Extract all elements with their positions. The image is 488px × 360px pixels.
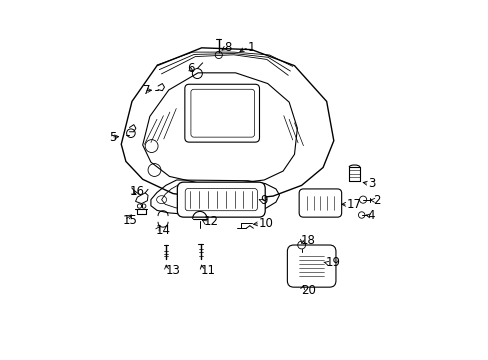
Text: 6: 6 [187, 62, 194, 75]
Text: 3: 3 [367, 177, 374, 190]
FancyBboxPatch shape [177, 182, 264, 217]
Text: 8: 8 [224, 41, 231, 54]
Text: 16: 16 [129, 185, 144, 198]
Text: 2: 2 [372, 194, 380, 207]
Text: 17: 17 [346, 198, 361, 211]
Text: 20: 20 [300, 284, 315, 297]
Text: 7: 7 [142, 84, 150, 97]
Text: 12: 12 [203, 215, 218, 228]
Text: 15: 15 [123, 213, 138, 226]
FancyBboxPatch shape [299, 189, 341, 217]
Text: 18: 18 [300, 234, 315, 247]
Text: 9: 9 [260, 194, 267, 207]
Text: 5: 5 [109, 131, 117, 144]
Text: 19: 19 [325, 256, 340, 269]
Text: 10: 10 [258, 217, 273, 230]
Text: 4: 4 [367, 209, 374, 222]
Text: 11: 11 [201, 264, 216, 276]
Text: 13: 13 [165, 264, 180, 276]
Text: 14: 14 [156, 224, 171, 237]
FancyBboxPatch shape [287, 245, 335, 287]
Text: 1: 1 [247, 41, 254, 54]
